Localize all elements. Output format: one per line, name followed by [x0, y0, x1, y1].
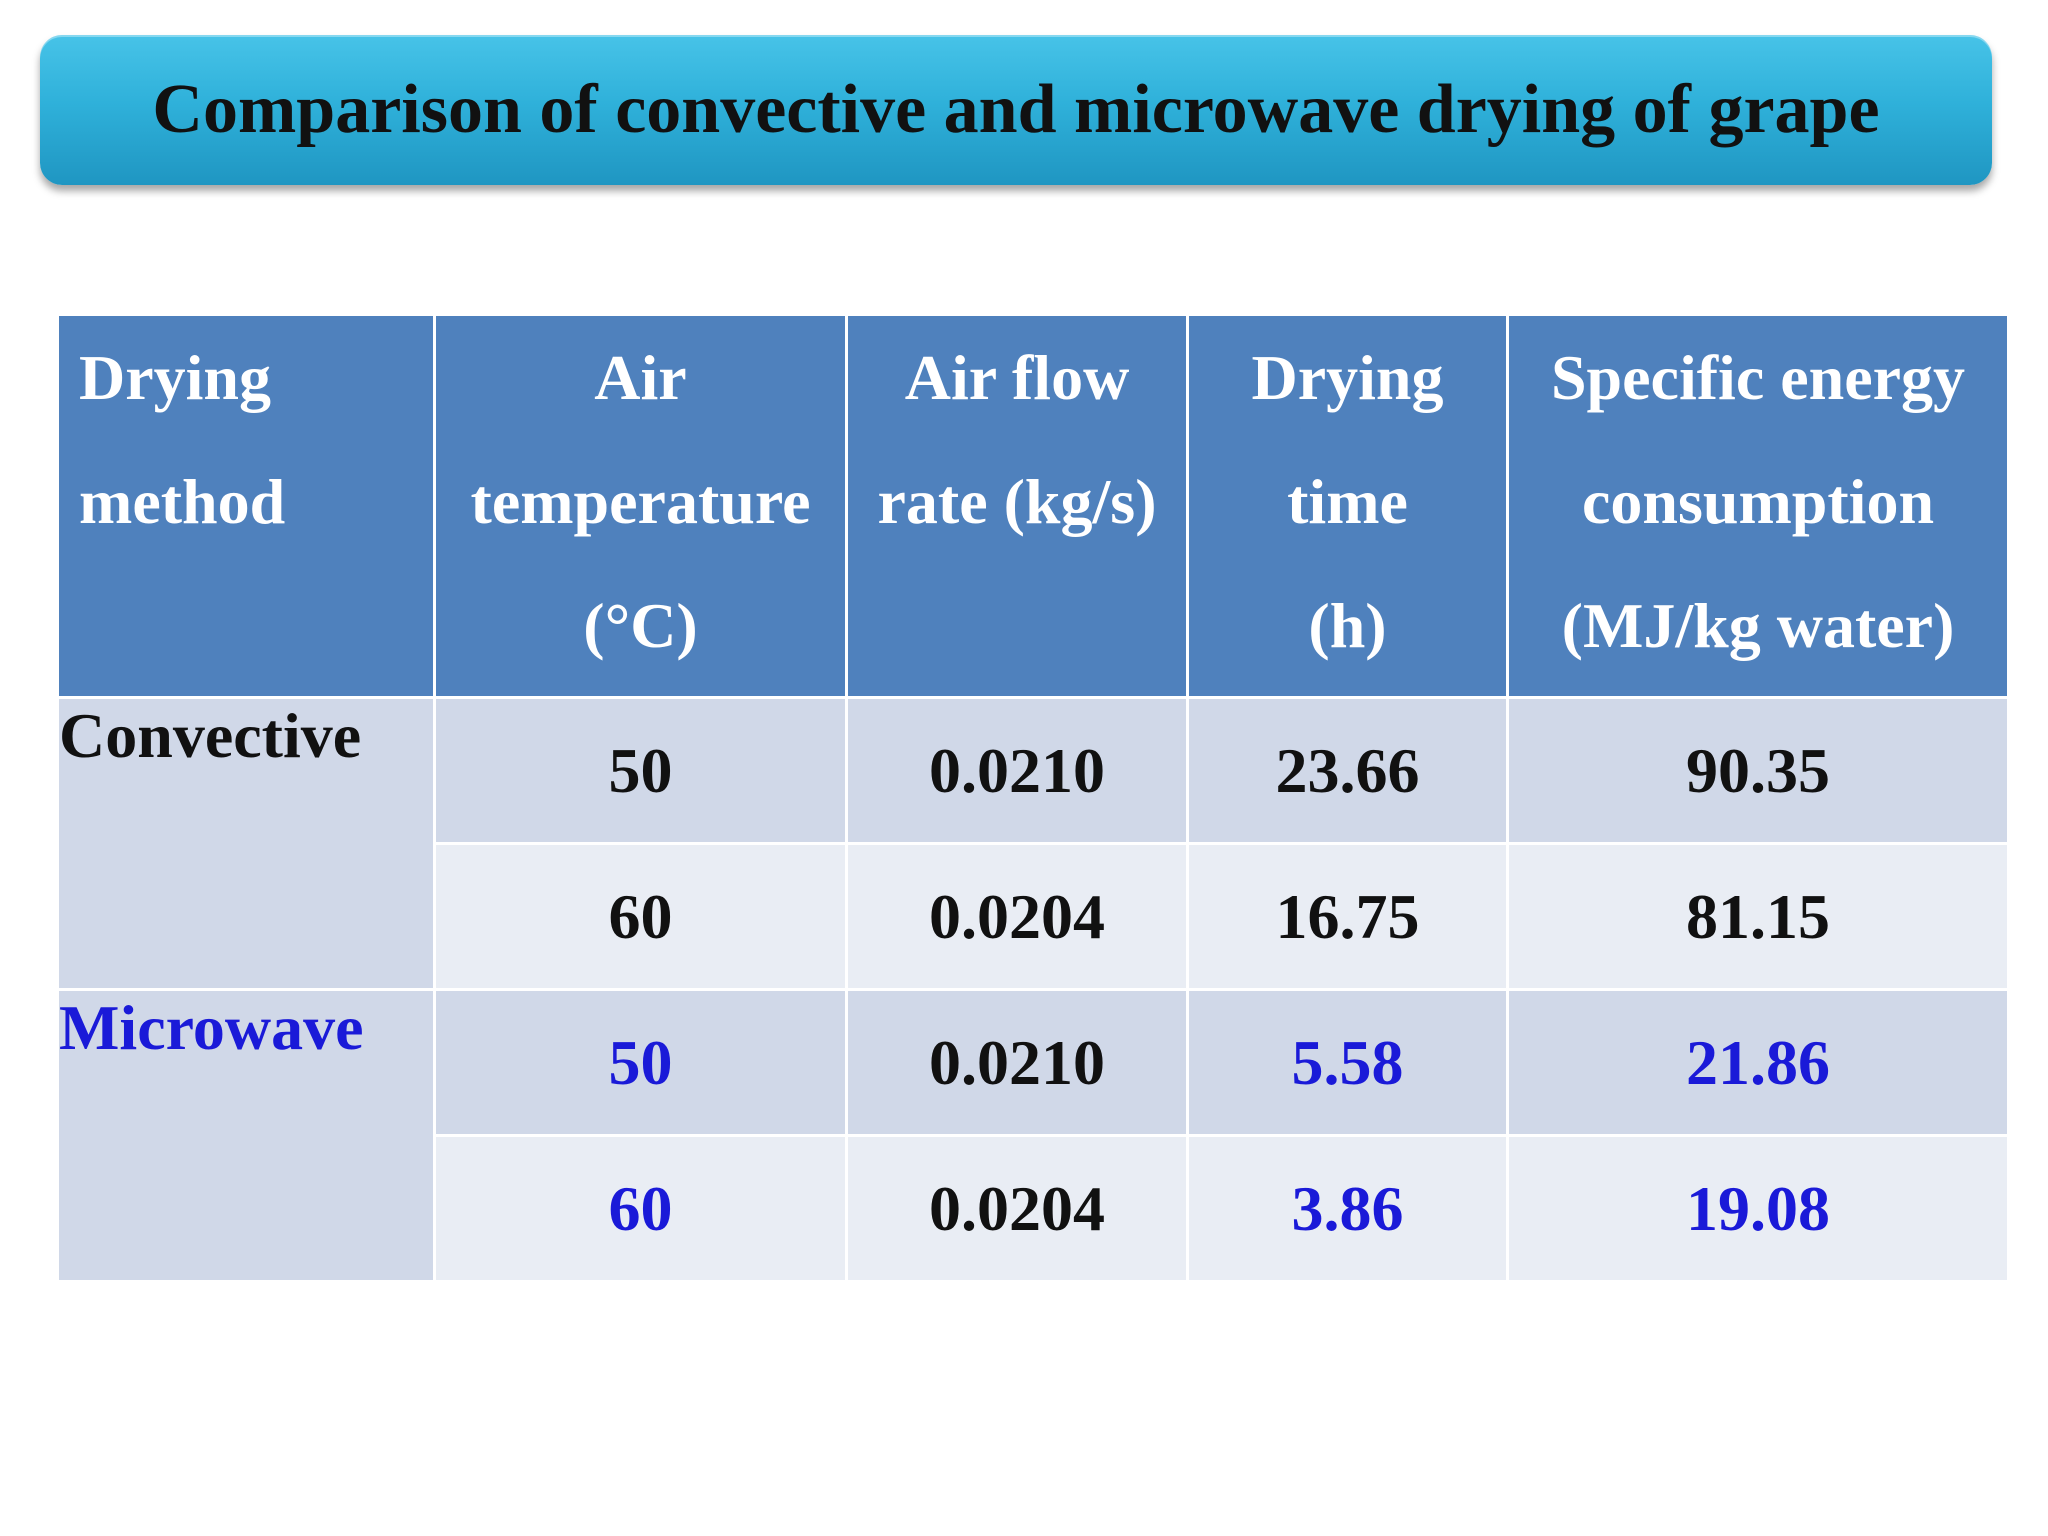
temperature-cell: 60	[435, 1136, 847, 1282]
temperature-cell: 60	[435, 844, 847, 990]
table-row: Microwave 50 0.0210 5.58 21.86	[58, 990, 2009, 1136]
header-line: (°C)	[436, 564, 845, 688]
header-line: Specific energy	[1509, 316, 2007, 440]
header-line: (h)	[1189, 564, 1506, 688]
energy-cell: 19.08	[1508, 1136, 2009, 1282]
energy-cell: 21.86	[1508, 990, 2009, 1136]
drying-time-cell: 3.86	[1188, 1136, 1508, 1282]
air-flow-cell: 0.0204	[847, 1136, 1188, 1282]
header-specific-energy: Specific energy consumption (MJ/kg water…	[1508, 315, 2009, 698]
energy-cell: 90.35	[1508, 698, 2009, 844]
method-microwave: Microwave	[58, 990, 435, 1282]
temperature-cell: 50	[435, 990, 847, 1136]
header-line: consumption	[1509, 440, 2007, 564]
air-flow-cell: 0.0210	[847, 698, 1188, 844]
header-line: time	[1189, 440, 1506, 564]
header-drying-method: Drying method	[58, 315, 435, 698]
header-line: rate (kg/s)	[848, 440, 1186, 564]
header-drying-time: Drying time (h)	[1188, 315, 1508, 698]
drying-comparison-table: Drying method Air temperature (°C) Air f…	[56, 313, 2010, 1283]
table-row: Convective 50 0.0210 23.66 90.35	[58, 698, 2009, 844]
header-line: Air	[436, 316, 845, 440]
energy-cell: 81.15	[1508, 844, 2009, 990]
method-convective: Convective	[58, 698, 435, 990]
header-air-temperature: Air temperature (°C)	[435, 315, 847, 698]
temperature-cell: 50	[435, 698, 847, 844]
header-line: Drying	[79, 316, 433, 440]
header-line: Drying	[1189, 316, 1506, 440]
header-air-flow-rate: Air flow rate (kg/s)	[847, 315, 1188, 698]
drying-time-cell: 5.58	[1188, 990, 1508, 1136]
air-flow-cell: 0.0204	[847, 844, 1188, 990]
header-line: temperature	[436, 440, 845, 564]
slide-title: Comparison of convective and microwave d…	[152, 70, 1879, 150]
header-line: Air flow	[848, 316, 1186, 440]
air-flow-cell: 0.0210	[847, 990, 1188, 1136]
header-line: method	[79, 440, 433, 564]
table-header-row: Drying method Air temperature (°C) Air f…	[58, 315, 2009, 698]
drying-time-cell: 16.75	[1188, 844, 1508, 990]
header-line: (MJ/kg water)	[1509, 564, 2007, 688]
drying-time-cell: 23.66	[1188, 698, 1508, 844]
title-banner: Comparison of convective and microwave d…	[40, 35, 1992, 185]
